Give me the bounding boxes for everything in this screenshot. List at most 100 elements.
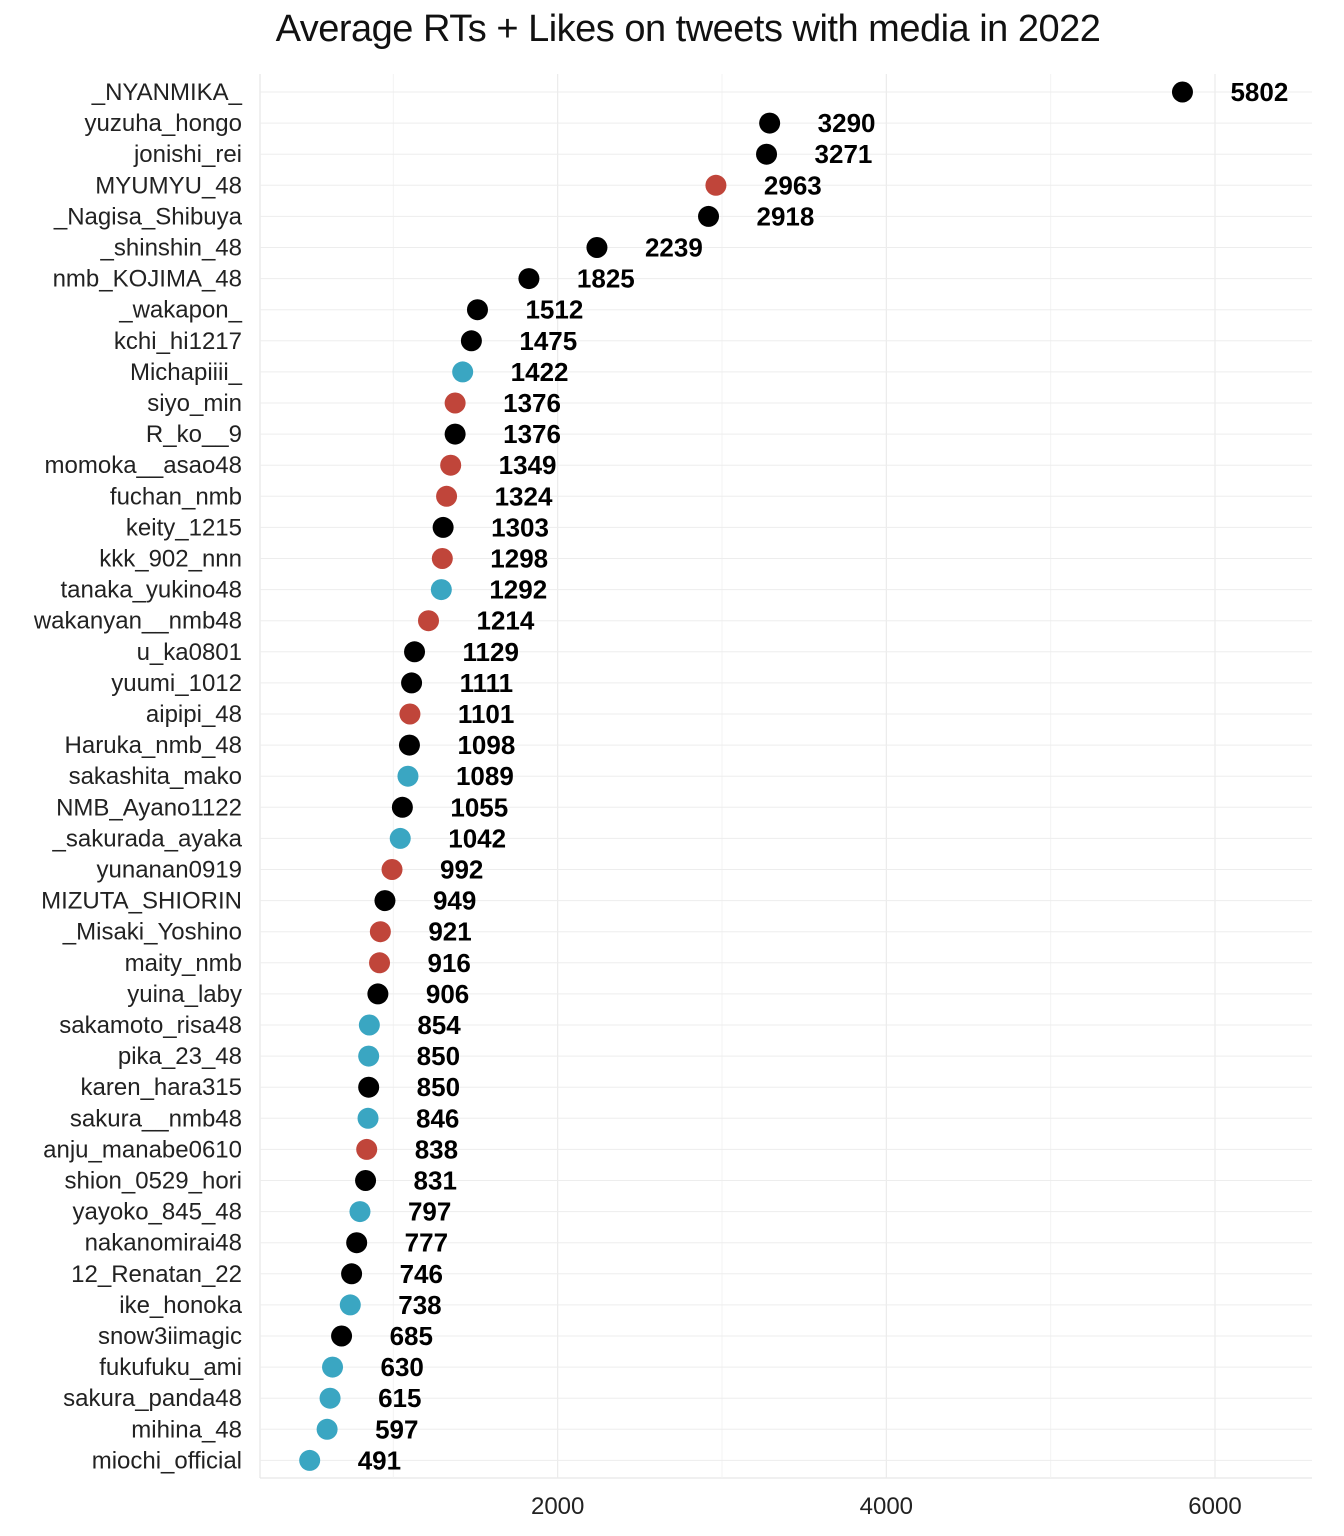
grid-layer bbox=[259, 74, 1312, 1479]
data-point bbox=[316, 1418, 338, 1440]
y-tick-label: aipipi_48 bbox=[146, 701, 242, 728]
data-point bbox=[358, 1014, 380, 1036]
data-point bbox=[397, 765, 419, 787]
y-tick-label: MIZUTA_SHIORIN bbox=[41, 888, 242, 915]
data-point bbox=[355, 1170, 377, 1191]
data-point bbox=[374, 890, 396, 912]
y-tick-label: sakura__nmb48 bbox=[70, 1105, 242, 1132]
data-label: 1089 bbox=[456, 761, 514, 791]
data-point bbox=[399, 703, 421, 725]
data-label: 630 bbox=[381, 1352, 424, 1382]
data-point bbox=[357, 1107, 379, 1129]
y-tick-labels: _NYANMIKA_ yuzuha_hongo jonishi_rei MYUMYU_… bbox=[33, 79, 243, 1474]
data-point bbox=[518, 268, 540, 290]
y-tick-label: sakamoto_risa48 bbox=[59, 1012, 242, 1039]
data-point bbox=[431, 548, 453, 569]
data-label: 949 bbox=[433, 886, 476, 916]
data-point bbox=[369, 921, 391, 943]
data-label: 2963 bbox=[764, 170, 822, 200]
data-point bbox=[586, 237, 608, 258]
y-tick-label: wakanyan__nmb48 bbox=[33, 608, 242, 635]
data-label: 1303 bbox=[491, 512, 549, 542]
data-point bbox=[299, 1449, 321, 1471]
y-tick-label: momoka__asao48 bbox=[45, 452, 242, 479]
data-label: 2239 bbox=[645, 233, 703, 263]
y-tick-label: _NYANMIKA_ bbox=[91, 79, 243, 106]
data-label: 797 bbox=[408, 1197, 451, 1227]
data-label: 1042 bbox=[448, 823, 506, 853]
data-label: 854 bbox=[417, 1010, 461, 1040]
data-label: 921 bbox=[428, 917, 471, 947]
data-point bbox=[432, 516, 454, 538]
data-label: 916 bbox=[428, 948, 471, 978]
data-point bbox=[705, 174, 727, 196]
x-tick-label: 2000 bbox=[531, 1493, 584, 1520]
data-point bbox=[440, 454, 462, 476]
y-tick-label: jonishi_rei bbox=[133, 141, 242, 168]
y-tick-label: nakanomirai48 bbox=[85, 1230, 242, 1257]
data-label: 738 bbox=[398, 1290, 441, 1320]
y-tick-label: yayoko_845_48 bbox=[73, 1199, 242, 1226]
y-tick-label: fukufuku_ami bbox=[99, 1354, 242, 1381]
y-tick-label: R_ko__9 bbox=[146, 421, 242, 448]
data-point bbox=[698, 205, 720, 227]
data-label: 906 bbox=[426, 979, 469, 1009]
data-point bbox=[369, 952, 391, 974]
data-label: 777 bbox=[405, 1228, 448, 1258]
data-label: 1475 bbox=[519, 326, 577, 356]
data-label: 992 bbox=[440, 855, 483, 885]
data-label: 1129 bbox=[463, 637, 519, 667]
y-tick-label: shion_0529_hori bbox=[65, 1168, 242, 1195]
data-point bbox=[356, 1138, 378, 1160]
y-tick-label: keity_1215 bbox=[126, 514, 242, 541]
data-label: 1324 bbox=[495, 481, 553, 511]
y-tick-label: karen_hara315 bbox=[81, 1074, 242, 1101]
y-tick-label: yunanan0919 bbox=[97, 857, 242, 884]
data-label: 850 bbox=[417, 1041, 460, 1071]
y-tick-label: yuumi_1012 bbox=[111, 670, 242, 697]
data-points bbox=[299, 81, 1193, 1471]
data-point bbox=[444, 392, 466, 414]
data-label: 3271 bbox=[815, 139, 873, 169]
data-label: 1376 bbox=[503, 419, 561, 449]
data-point bbox=[341, 1263, 363, 1285]
y-tick-label: siyo_min bbox=[147, 390, 242, 417]
y-tick-label: _shinshin_48 bbox=[100, 235, 242, 262]
y-tick-label: tanaka_yukino48 bbox=[61, 577, 242, 604]
data-point bbox=[756, 143, 778, 165]
data-point bbox=[389, 827, 411, 849]
y-tick-label: maity_nmb bbox=[125, 950, 242, 977]
data-point bbox=[430, 579, 452, 601]
data-point bbox=[358, 1045, 380, 1067]
data-label: 685 bbox=[390, 1321, 433, 1351]
y-tick-label: Michapiiii_ bbox=[130, 359, 243, 386]
data-point bbox=[331, 1325, 353, 1347]
data-label: 746 bbox=[400, 1259, 443, 1289]
data-label: 846 bbox=[416, 1103, 459, 1133]
y-tick-label: sakura_panda48 bbox=[63, 1385, 242, 1412]
data-label: 1214 bbox=[477, 606, 535, 636]
y-tick-label: Haruka_nmb_48 bbox=[65, 732, 242, 759]
y-tick-label: _sakurada_ayaka bbox=[52, 825, 243, 852]
data-point bbox=[444, 423, 466, 445]
data-point bbox=[436, 485, 458, 507]
data-point bbox=[319, 1387, 341, 1409]
y-tick-label: 12_Renatan_22 bbox=[71, 1261, 242, 1288]
y-tick-label: mihina_48 bbox=[131, 1416, 242, 1443]
y-tick-label: NMB_Ayano1122 bbox=[56, 794, 242, 821]
x-tick-labels: 2000 4000 6000 bbox=[531, 1493, 1242, 1520]
data-label: 1349 bbox=[499, 450, 557, 480]
data-label: 597 bbox=[375, 1414, 418, 1444]
data-point bbox=[322, 1356, 344, 1378]
y-tick-label: ike_honoka bbox=[119, 1292, 242, 1319]
y-tick-label: pika_23_48 bbox=[118, 1043, 242, 1070]
data-point bbox=[346, 1232, 368, 1254]
x-tick-label: 4000 bbox=[860, 1493, 913, 1520]
y-tick-label: u_ka0801 bbox=[137, 639, 242, 666]
y-tick-label: _Nagisa_Shibuya bbox=[53, 203, 243, 230]
y-tick-label: MYUMYU_48 bbox=[95, 172, 242, 199]
data-point bbox=[466, 299, 488, 321]
y-tick-label: kkk_902_nnn bbox=[99, 546, 242, 573]
